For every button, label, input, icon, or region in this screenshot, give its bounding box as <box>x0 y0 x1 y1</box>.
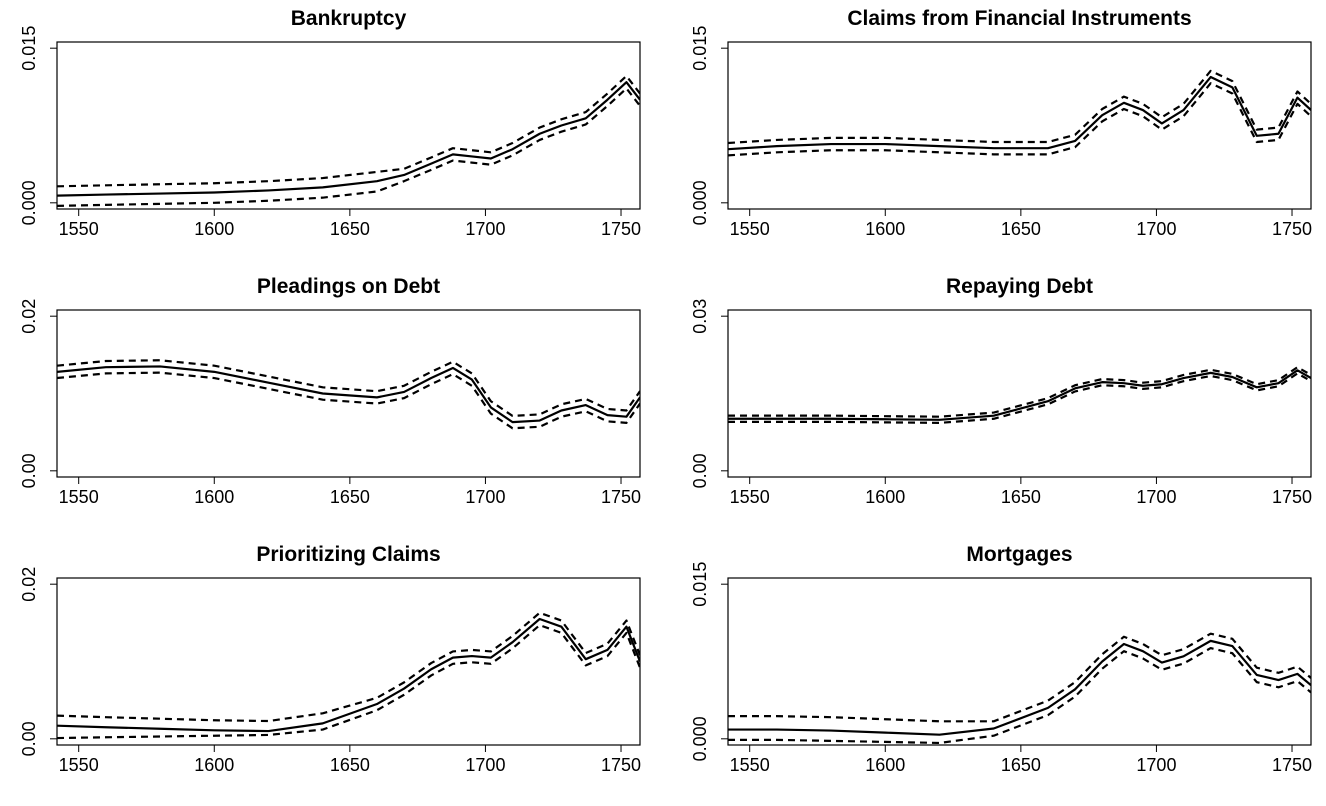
series-line <box>57 611 640 723</box>
x-tick-label: 1550 <box>59 487 99 507</box>
x-tick-label: 1600 <box>865 219 905 239</box>
x-tick-label: 1550 <box>59 219 99 239</box>
chart-title: Repaying Debt <box>946 275 1093 298</box>
x-tick-label: 1550 <box>730 755 770 775</box>
x-tick-label: 1550 <box>730 219 770 239</box>
y-tick-label: 0.00 <box>690 453 710 488</box>
x-tick-label: 1600 <box>194 487 234 507</box>
plot-area <box>728 69 1311 157</box>
x-tick-label: 1650 <box>1001 755 1041 775</box>
series-line <box>57 87 640 208</box>
chart-title: Claims from Financial Instruments <box>847 7 1191 30</box>
x-tick-label: 1600 <box>865 487 905 507</box>
series-line <box>57 371 640 430</box>
x-tick-label: 1700 <box>465 487 505 507</box>
series-line <box>57 617 640 733</box>
x-tick-label: 1750 <box>601 219 641 239</box>
x-tick-label: 1750 <box>1272 219 1312 239</box>
series-line <box>57 359 640 418</box>
x-tick-label: 1750 <box>1272 755 1312 775</box>
x-tick-label: 1700 <box>465 755 505 775</box>
x-tick-label: 1700 <box>1136 487 1176 507</box>
series-line <box>728 647 1311 745</box>
series-line <box>57 81 640 197</box>
plot-area <box>57 611 640 740</box>
series-line <box>728 366 1311 418</box>
x-tick-label: 1750 <box>1272 487 1312 507</box>
x-tick-label: 1700 <box>465 219 505 239</box>
x-tick-label: 1650 <box>330 755 370 775</box>
x-tick-label: 1600 <box>194 219 234 239</box>
y-tick-label: 0.000 <box>19 180 39 225</box>
plot-frame <box>56 41 641 210</box>
plot-frame <box>56 309 641 478</box>
series-line <box>728 632 1311 723</box>
x-tick-label: 1750 <box>601 755 641 775</box>
chart-title: Pleadings on Debt <box>257 275 440 298</box>
y-tick-label: 0.00 <box>19 453 39 488</box>
y-tick-label: 0.02 <box>19 299 39 334</box>
plot-frame <box>727 41 1312 210</box>
plot-frame <box>56 577 641 746</box>
plot-area <box>728 632 1311 745</box>
x-tick-label: 1600 <box>194 755 234 775</box>
x-tick-label: 1650 <box>330 219 370 239</box>
series-line <box>57 365 640 424</box>
series-line <box>728 75 1311 151</box>
plot-area <box>57 74 640 208</box>
y-tick-label: 0.00 <box>19 721 39 756</box>
x-tick-label: 1750 <box>601 487 641 507</box>
y-tick-label: 0.000 <box>690 180 710 225</box>
y-tick-label: 0.02 <box>19 567 39 602</box>
x-tick-label: 1700 <box>1136 755 1176 775</box>
y-tick-label: 0.000 <box>690 716 710 761</box>
x-tick-label: 1650 <box>1001 487 1041 507</box>
plot-area <box>57 359 640 430</box>
x-tick-label: 1700 <box>1136 219 1176 239</box>
plot-area <box>728 366 1311 424</box>
series-line <box>57 624 640 740</box>
y-tick-label: 0.03 <box>690 299 710 334</box>
series-line <box>57 74 640 188</box>
series-line <box>728 82 1311 157</box>
chart-title: Prioritizing Claims <box>256 543 440 566</box>
series-line <box>728 639 1311 736</box>
x-tick-label: 1550 <box>730 487 770 507</box>
x-tick-label: 1650 <box>1001 219 1041 239</box>
series-line <box>728 372 1311 424</box>
x-tick-label: 1550 <box>59 755 99 775</box>
chart-title: Bankruptcy <box>291 7 407 30</box>
y-tick-label: 0.015 <box>690 26 710 71</box>
chart-title: Mortgages <box>966 543 1072 566</box>
plot-frame <box>727 577 1312 746</box>
series-line <box>728 369 1311 421</box>
y-tick-label: 0.015 <box>19 26 39 71</box>
y-tick-label: 0.015 <box>690 562 710 607</box>
plot-frame <box>727 309 1312 478</box>
x-tick-label: 1600 <box>865 755 905 775</box>
series-line <box>728 69 1311 145</box>
x-tick-label: 1650 <box>330 487 370 507</box>
